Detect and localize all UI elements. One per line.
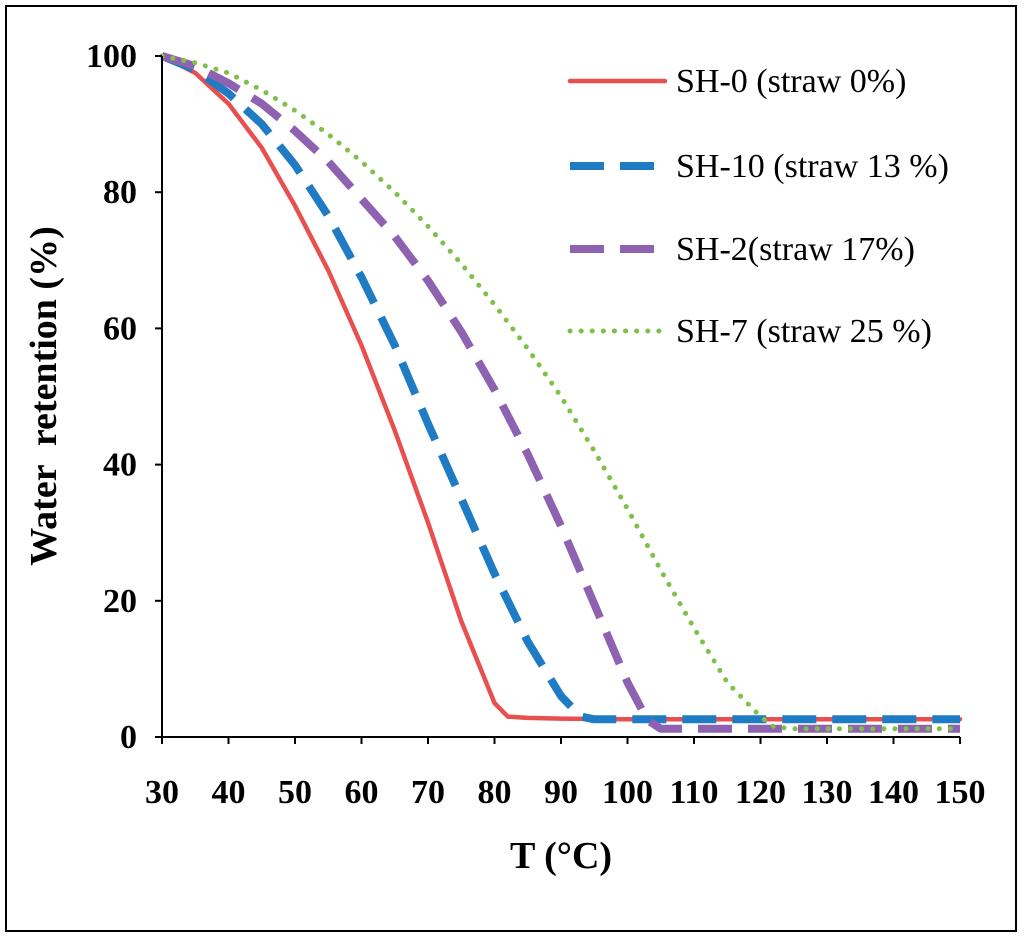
- legend-label-3: SH-2(straw 17%): [676, 231, 915, 268]
- y-tick-label: 20: [103, 583, 137, 620]
- x-tick-label: 40: [212, 774, 246, 811]
- x-tick-label: 120: [735, 774, 786, 811]
- x-tick-label: 90: [544, 774, 578, 811]
- x-tick-label: 70: [411, 774, 445, 811]
- plot-area: [159, 52, 963, 733]
- x-axis-title: T (°C): [510, 835, 612, 877]
- series-line-4: [159, 53, 963, 732]
- x-tick-label: 80: [478, 774, 512, 811]
- x-tick-label: 130: [802, 774, 853, 811]
- legend: SH-0 (straw 0%) SH-10 (straw 13 %) SH-2(st…: [567, 63, 949, 350]
- y-tick-label: 40: [103, 447, 137, 484]
- ticks: 30 40 50 60 70 80 90 100 110 120 130 140 150 0 20 40 60 8…: [86, 38, 986, 811]
- y-tick-label: 60: [103, 310, 137, 347]
- y-tick-label: 0: [120, 719, 137, 756]
- x-tick-label: 150: [935, 774, 986, 811]
- x-tick-label: 110: [669, 774, 718, 811]
- legend-label-4: SH-7 (straw 25 %): [676, 313, 932, 350]
- series-line-3: [160, 52, 960, 733]
- y-axis-title: Water retention (%): [23, 226, 65, 565]
- x-tick-label: 100: [602, 774, 653, 811]
- legend-label-1: SH-0 (straw 0%): [676, 63, 906, 100]
- y-tick-label: 80: [103, 174, 137, 211]
- y-tick-label: 100: [86, 38, 137, 75]
- series-line-2: [160, 52, 960, 724]
- x-tick-label: 50: [278, 774, 312, 811]
- x-tick-label: 60: [345, 774, 379, 811]
- x-tick-label: 140: [868, 774, 919, 811]
- x-tick-label: 30: [145, 774, 179, 811]
- legend-label-2: SH-10 (straw 13 %): [676, 148, 949, 185]
- chart-frame: [5, 5, 1017, 932]
